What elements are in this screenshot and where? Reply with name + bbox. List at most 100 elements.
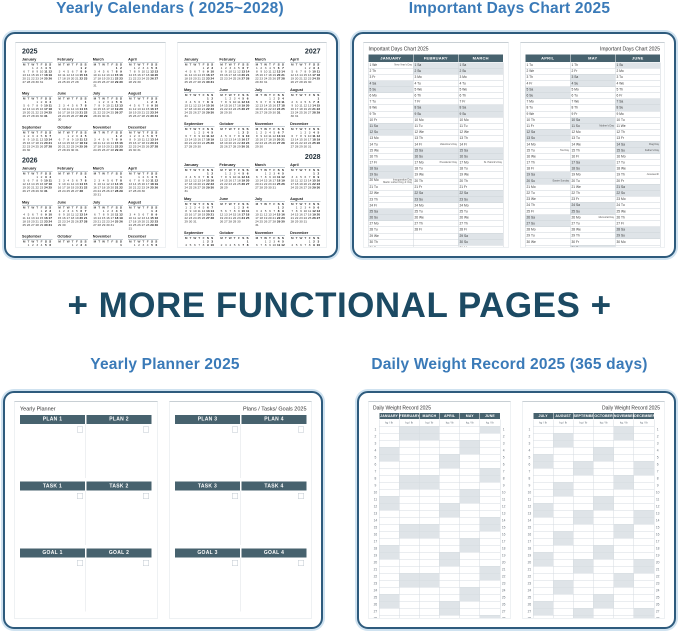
weekday-letter: F [111,172,114,176]
day-number: 9 [316,175,319,180]
weekday-letter: W [66,131,70,135]
row-number: 8 [528,477,531,481]
month-name: April [289,163,320,168]
weekday-letter: S [246,236,249,241]
day-number: 24 [311,77,316,81]
day-number: 10 [201,134,205,139]
weight-cell [633,496,655,504]
day-number: 2 [228,97,231,101]
day-number: 21 [245,73,249,78]
day-number: 13 [196,179,201,183]
weekday-letter: W [228,168,232,173]
weight-cell [633,608,655,616]
day-number: 23 [141,186,146,190]
day-number: 22 [119,186,123,190]
day-number: 1 [36,100,39,105]
day-row: 12 12 [526,503,661,511]
day-cell: 31 Sa [569,244,615,247]
day-number: 14 [75,73,79,78]
day-number: 22 [79,77,83,81]
weight-cell [479,594,501,602]
year-label: 2026 [22,156,38,164]
weight-cell [378,482,400,490]
day-number: 25 [259,220,263,224]
weekday-letter: M [129,97,132,101]
day-number: 15 [83,182,88,187]
day-label: 23 Th [369,197,378,202]
weight-cell [552,461,574,469]
weight-cell [613,440,635,448]
row-number: 17 [655,540,660,544]
weekday-letter: M [219,127,223,132]
weight-cell [398,454,420,462]
section-header: PLAN 3 [174,414,240,424]
day-number: 5 [210,131,213,135]
day-label: 11 Fr [526,124,534,128]
day-number: 18 [44,73,48,78]
day-label: 24 Sa [571,203,580,208]
day-number: 3 [308,131,311,135]
day-number: 24 [272,182,276,187]
weight-cell [378,517,400,525]
day-number: 17 [141,73,146,78]
day-number: 2 [63,209,65,214]
weight-cell [378,594,400,602]
day-number: 22 [101,220,106,224]
day-row: 25 25 [372,594,507,602]
weekday-letter: W [31,63,35,67]
weekday-letter: T [71,172,74,176]
weight-cell [532,587,554,595]
day-number: 24 [145,186,150,190]
day-number: 6 [197,175,200,180]
weight-cell [613,552,635,560]
day-number: 16 [83,73,88,78]
day-number: 2 [268,172,271,176]
holiday-label: Valentine's Day [439,142,457,146]
day-number: 4 [23,213,26,217]
day-number: 26 [26,223,31,228]
panel-weight-record: Daily Weight Record 2025 JANUARY FEBRUARY M… [357,391,676,629]
row-number: 28 [501,617,506,619]
day-row: 24 24 [526,587,661,595]
day-label: 13 Th [459,136,468,141]
row-number: 1 [528,428,531,432]
day-number: 16 [303,138,307,142]
month-name: November [254,122,285,127]
day-number: 28 [31,189,35,194]
day-number: 20 [26,186,31,190]
weight-cell [398,587,420,595]
day-number: 10 [141,247,145,248]
day-number: 29 [232,220,236,224]
month-name: February [57,57,88,63]
day-number: 10 [44,104,48,108]
weight-cell [479,524,501,532]
weight-cell [378,468,400,476]
weekday-letter: W [263,168,267,173]
day-number: 29 [254,80,259,85]
day-number: 29 [39,223,44,228]
weekday-letter: S [44,131,47,135]
row-number: 26 [373,603,378,607]
weekday-letter: T [259,202,262,207]
weight-cell [573,580,594,588]
month-name: March [92,166,124,172]
weight-cell [613,482,635,490]
months-grid: January M T W T F S S 1 2 3 4 5 6 7 8 9 10 11 12 13 14 15 16 17 1… [183,163,320,247]
weekday-letter: S [241,202,244,207]
row-number: 8 [656,477,659,481]
day-number: 10 [263,70,267,74]
day-number: 28 [93,114,97,119]
weekday-letter: T [224,236,227,241]
weight-cell [532,615,554,618]
important-days-table: JANUARY FEBRUARY MARCH 1 We New Year's Day 1 … [368,54,504,247]
day-number: 31 [307,145,311,149]
month-name: November [254,231,285,236]
day-label: 1 Su [616,63,623,68]
day-number: 14 [307,179,311,183]
month-name: July [92,91,124,97]
row-number: 21 [527,568,532,572]
day-label: 5 Sa [526,87,533,92]
day-number: 1 [129,134,132,139]
